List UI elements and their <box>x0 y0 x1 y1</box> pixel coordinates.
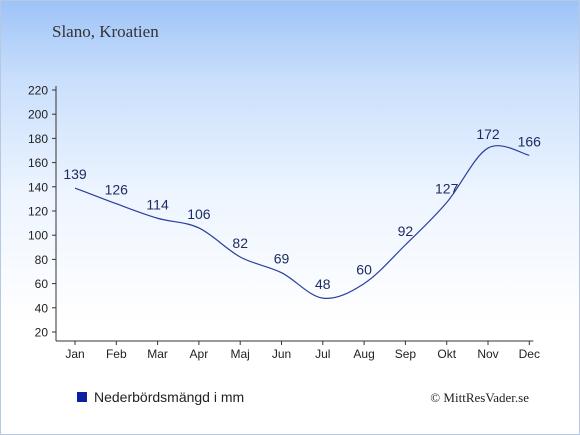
x-tick-label: Sep <box>395 347 417 361</box>
x-tick-label: Feb <box>106 347 127 361</box>
data-label: 48 <box>315 276 331 292</box>
data-label: 166 <box>518 133 542 149</box>
x-tick-label: Jan <box>65 347 84 361</box>
legend-swatch <box>77 392 87 402</box>
y-tick-label: 220 <box>28 84 48 98</box>
data-label: 126 <box>105 182 129 198</box>
chart-title: Slano, Kroatien <box>52 22 159 41</box>
x-tick-label: Apr <box>190 347 209 361</box>
x-tick-label: Aug <box>353 347 374 361</box>
x-tick-label: Jul <box>315 347 330 361</box>
y-tick-label: 200 <box>28 108 48 122</box>
data-label: 82 <box>232 235 248 251</box>
data-label: 114 <box>146 196 169 212</box>
series-line <box>74 145 530 299</box>
y-tick-label: 120 <box>28 205 48 219</box>
y-tick-label: 20 <box>35 326 49 340</box>
legend-label: Nederbördsmängd i mm <box>94 389 245 405</box>
y-tick-label: 100 <box>28 229 48 243</box>
x-tick-label: Maj <box>231 347 250 361</box>
y-tick-label: 40 <box>35 301 49 315</box>
x-tick-label: Nov <box>477 347 498 361</box>
y-tick-label: 80 <box>35 253 49 267</box>
data-label: 127 <box>435 181 459 197</box>
data-label: 69 <box>274 251 290 267</box>
data-label: 172 <box>476 126 500 142</box>
data-label: 106 <box>187 206 211 222</box>
x-tick-label: Okt <box>437 347 456 361</box>
data-label: 60 <box>356 262 372 278</box>
y-tick-label: 60 <box>35 277 49 291</box>
x-tick-label: Dec <box>519 347 540 361</box>
y-tick-label: 140 <box>28 180 48 194</box>
x-tick-label: Jun <box>272 347 291 361</box>
legend: Nederbördsmängd i mm <box>77 389 244 405</box>
y-tick-label: 160 <box>28 156 48 170</box>
data-label: 92 <box>398 223 414 239</box>
x-tick-label: Mar <box>147 347 168 361</box>
data-label: 139 <box>63 166 87 182</box>
credit-text: © MittResVader.se <box>430 390 529 405</box>
y-tick-label: 180 <box>28 132 48 146</box>
